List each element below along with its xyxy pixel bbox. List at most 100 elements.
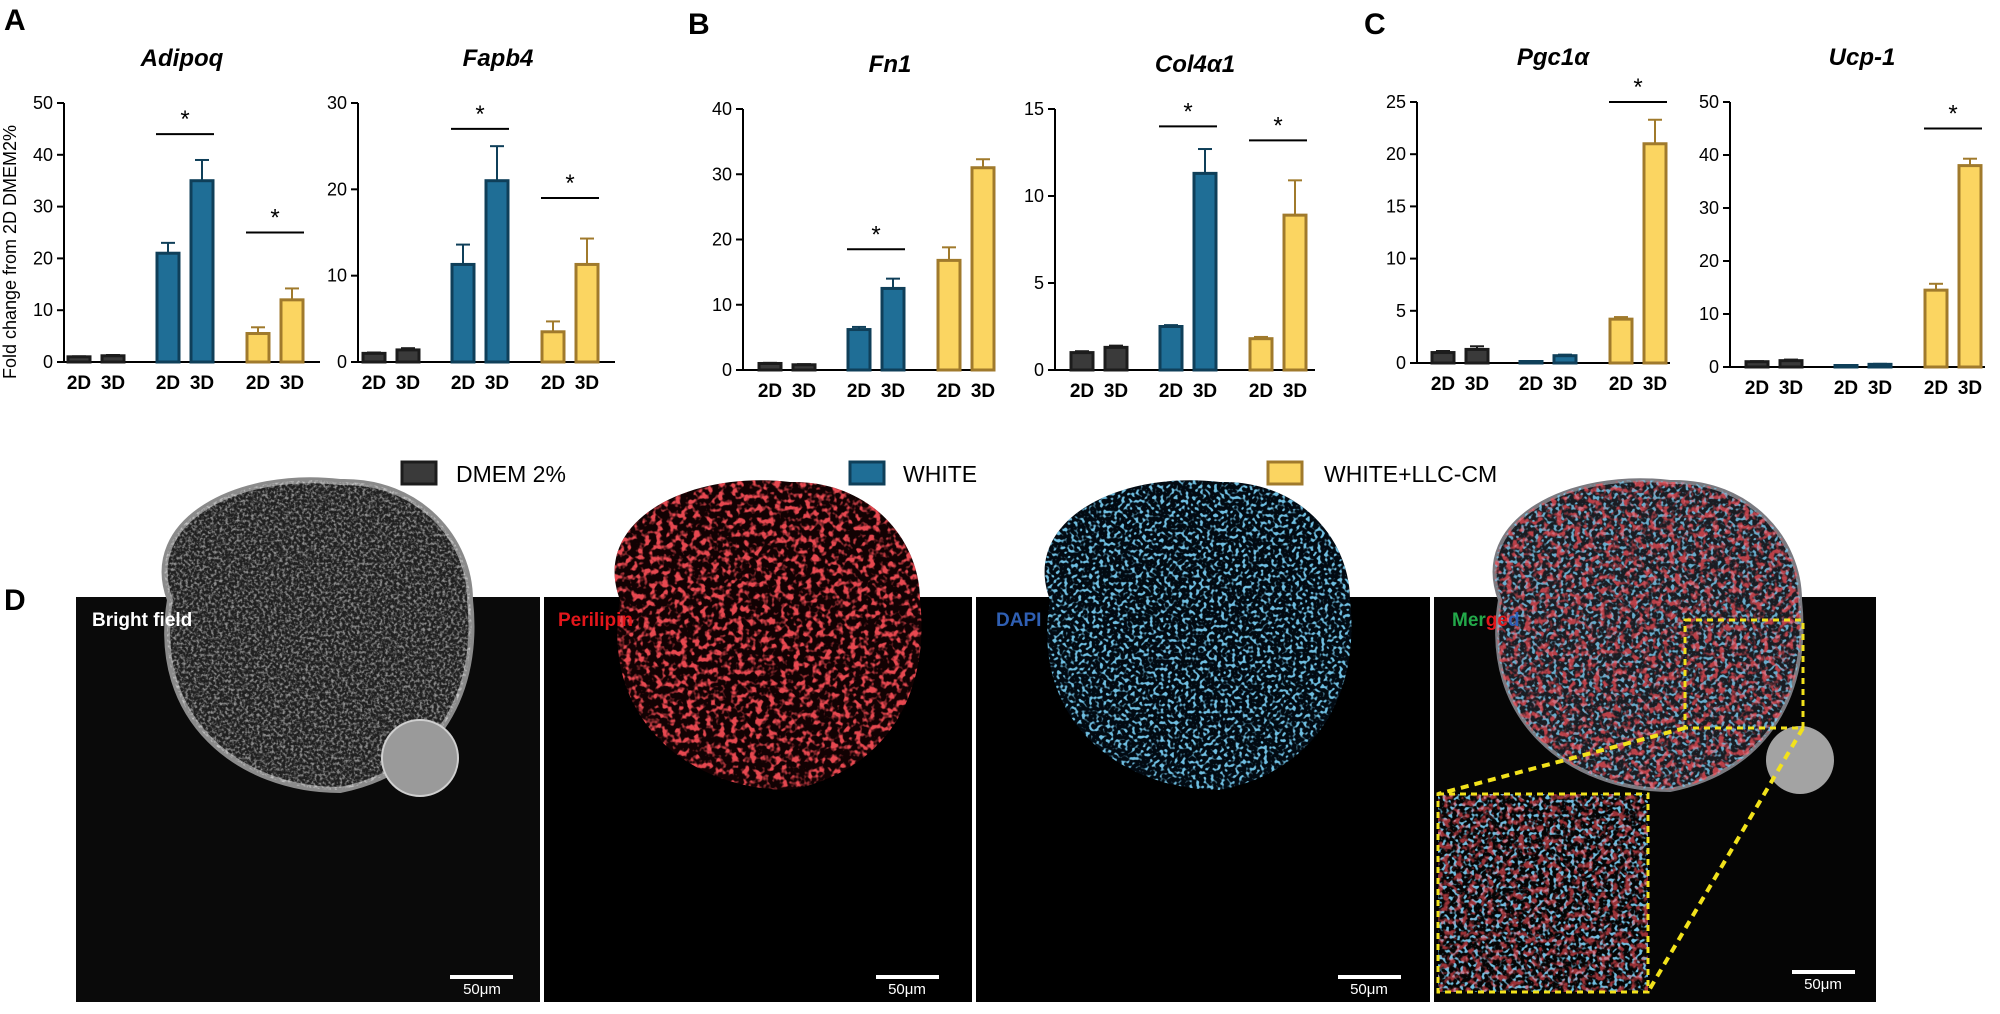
y-tick-label: 30	[1699, 198, 1719, 218]
bar-llc	[1282, 213, 1308, 372]
scale-bar	[1338, 975, 1401, 979]
y-tick-label: 10	[1024, 186, 1044, 206]
y-tick-label: 40	[712, 99, 732, 119]
panel-label-d: D	[4, 584, 26, 617]
y-tick-label: 0	[1396, 353, 1406, 373]
legend-swatch-dmem	[400, 460, 438, 486]
bar-dmem	[100, 354, 126, 364]
y-tick-label: 10	[1386, 249, 1406, 269]
bar-dmem	[791, 363, 817, 372]
y-tick-label: 50	[33, 93, 53, 113]
x-tick-label: 3D	[1104, 381, 1128, 402]
legend-label-dmem: DMEM 2%	[456, 461, 566, 487]
bar-white	[846, 328, 872, 372]
zoom-inset-border	[1436, 792, 1650, 994]
scale-bar-label: 50μm	[463, 981, 501, 998]
x-tick-label: 2D	[362, 373, 386, 394]
x-tick-label: 3D	[971, 381, 995, 402]
bar-white	[155, 251, 181, 364]
chart-title: Col4α1	[1155, 51, 1235, 78]
micrograph-perilipin: Perilipin 50μm	[544, 480, 972, 1002]
bar-dmem	[757, 361, 783, 372]
x-tick-label: 2D	[1609, 374, 1633, 395]
significance-star: *	[1633, 74, 1642, 101]
bar-llc	[1248, 337, 1274, 372]
significance-star: *	[270, 205, 279, 232]
bar-dmem	[361, 351, 387, 364]
bar-llc	[1608, 317, 1634, 365]
x-tick-label: 3D	[1779, 378, 1803, 399]
micrograph-label-dapi: DAPI	[996, 610, 1041, 631]
bar-white	[484, 179, 510, 364]
y-tick-label: 50	[1699, 92, 1719, 112]
y-tick-label: 5	[1034, 273, 1044, 293]
bar-white	[1192, 171, 1218, 372]
x-tick-label: 2D	[758, 381, 782, 402]
chart-title: Pgc1α	[1517, 44, 1590, 71]
y-tick-label: 15	[1386, 196, 1406, 216]
significance-star: *	[871, 221, 880, 248]
significance-star: *	[565, 170, 574, 197]
y-tick-label: 30	[327, 93, 347, 113]
panel-label-c: C	[1364, 8, 1386, 41]
micrograph-bright-field: Bright field 50μm	[76, 477, 540, 1002]
legend-swatch-white	[848, 460, 886, 486]
bar-llc	[574, 262, 600, 364]
micrograph-label-perilipin: Perilipin	[558, 610, 633, 631]
bar-llc	[1923, 288, 1949, 369]
y-tick-label: 10	[33, 300, 53, 320]
bar-white	[1833, 364, 1859, 369]
x-tick-label: 3D	[1958, 378, 1982, 399]
x-tick-label: 2D	[451, 373, 475, 394]
y-tick-label: 25	[1386, 92, 1406, 112]
x-tick-label: 2D	[156, 373, 180, 394]
chart-title: Fn1	[869, 51, 912, 78]
micrograph-label-bright-field: Bright field	[92, 610, 192, 631]
bar-white	[1867, 362, 1893, 369]
zoom-connector	[1646, 726, 1805, 994]
x-tick-label: 3D	[575, 373, 599, 394]
bar-white	[450, 262, 476, 364]
x-tick-label: 2D	[1249, 381, 1273, 402]
y-tick-label: 10	[1699, 304, 1719, 324]
y-tick-label: 30	[33, 197, 53, 217]
legend-label-white: WHITE	[903, 461, 977, 487]
x-tick-label: 3D	[1283, 381, 1307, 402]
y-tick-label: 30	[712, 164, 732, 184]
significance-star: *	[475, 101, 484, 128]
y-tick-label: 40	[33, 145, 53, 165]
y-tick-label: 0	[43, 352, 53, 372]
x-tick-label: 3D	[1465, 374, 1489, 395]
bar-llc	[936, 258, 962, 372]
scale-bar	[1792, 970, 1855, 974]
bar-dmem	[66, 355, 92, 364]
x-tick-label: 2D	[937, 381, 961, 402]
panel-label-a: A	[4, 4, 26, 37]
x-tick-label: 2D	[1745, 378, 1769, 399]
x-tick-label: 3D	[396, 373, 420, 394]
x-tick-label: 3D	[881, 381, 905, 402]
chart-fn1: Fn1 0 10 20 30 40 2D 3D 2D 3D 2D 3D *	[712, 51, 996, 402]
x-tick-label: 3D	[1868, 378, 1892, 399]
x-tick-label: 2D	[541, 373, 565, 394]
significance-star: *	[180, 106, 189, 133]
bar-dmem	[1430, 351, 1456, 365]
y-tick-label: 20	[33, 248, 53, 268]
y-tick-label: 0	[337, 352, 347, 372]
y-tick-label: 0	[1709, 357, 1719, 377]
x-tick-label: 3D	[1193, 381, 1217, 402]
bar-white	[1552, 354, 1578, 365]
chart-fapb4: Fapb4 0 10 20 30 2D 3D 2D 3D 2D 3D * *	[327, 45, 615, 394]
x-tick-label: 3D	[190, 373, 214, 394]
significance-star: *	[1948, 101, 1957, 128]
bar-llc	[279, 298, 305, 364]
y-tick-label: 40	[1699, 145, 1719, 165]
bar-white	[1158, 325, 1184, 372]
chart-title: Adipoq	[140, 45, 224, 72]
bar-dmem	[1464, 347, 1490, 365]
scale-bar	[876, 975, 939, 979]
y-tick-label: 15	[1024, 99, 1044, 119]
y-tick-label: 20	[327, 179, 347, 199]
bar-llc	[540, 330, 566, 364]
